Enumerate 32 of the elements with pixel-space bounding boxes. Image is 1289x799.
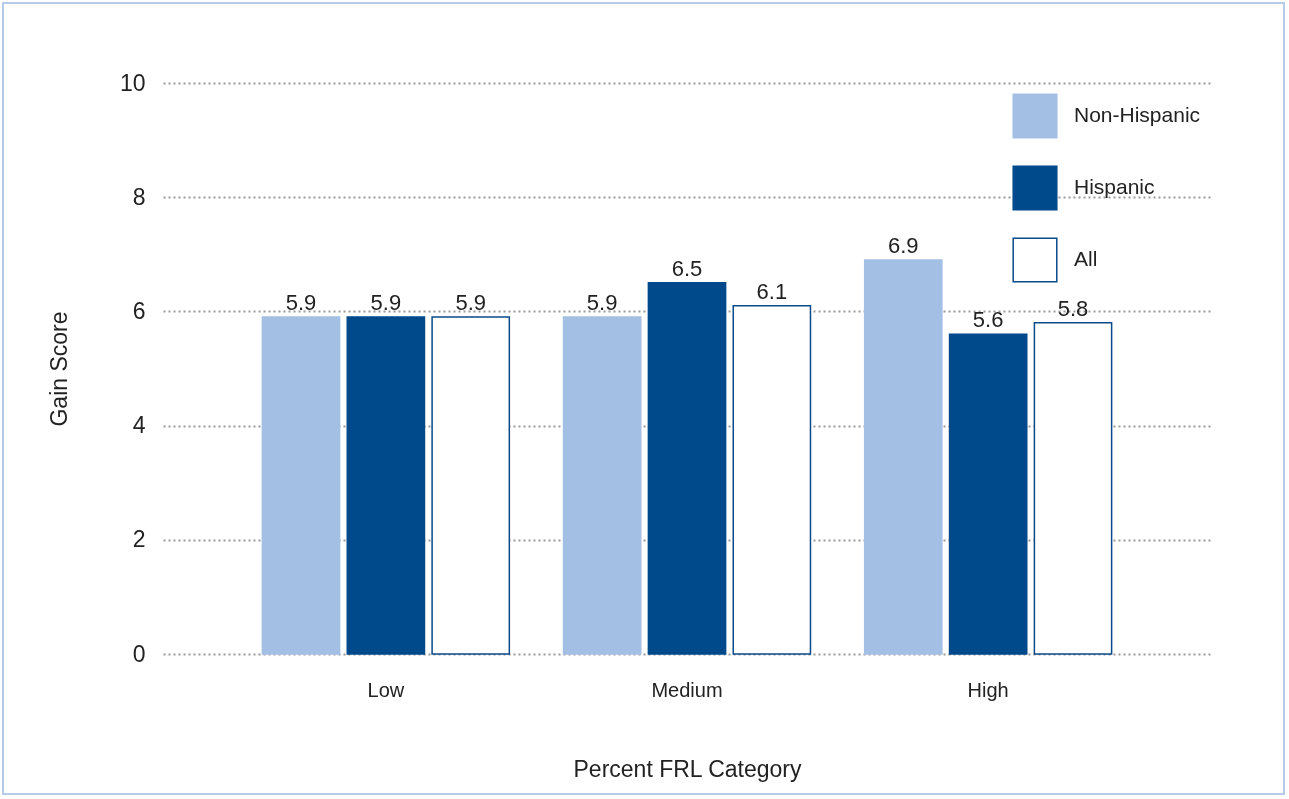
x-tick-label: High bbox=[967, 678, 1009, 701]
bar bbox=[647, 282, 727, 655]
data-label: 6.5 bbox=[671, 255, 703, 281]
data-label: 5.9 bbox=[455, 290, 487, 316]
x-tick-label: Medium bbox=[651, 678, 723, 701]
bar bbox=[562, 316, 642, 655]
y-tick-label: 0 bbox=[132, 640, 146, 667]
data-label: 5.9 bbox=[586, 290, 618, 316]
bar bbox=[431, 316, 511, 655]
data-label: 5.9 bbox=[285, 290, 317, 316]
x-tick-label: Low bbox=[367, 678, 405, 701]
data-label: 6.1 bbox=[756, 278, 788, 304]
y-tick-label: 8 bbox=[132, 183, 146, 210]
data-label: 5.9 bbox=[370, 290, 402, 316]
data-label: 5.8 bbox=[1057, 295, 1089, 321]
data-label: 5.6 bbox=[972, 307, 1004, 333]
y-tick-label: 10 bbox=[119, 69, 146, 96]
bar bbox=[346, 316, 426, 655]
bar bbox=[863, 259, 943, 655]
y-tick-label: 6 bbox=[132, 297, 146, 324]
y-tick-label: 4 bbox=[132, 412, 146, 439]
bar bbox=[261, 316, 341, 655]
y-tick-label: 2 bbox=[132, 526, 146, 553]
x-axis-title: Percent FRL Category bbox=[573, 755, 802, 782]
data-label: 6.9 bbox=[887, 233, 919, 259]
legend-label: Hispanic bbox=[1074, 175, 1155, 198]
legend-label: Non-Hispanic bbox=[1074, 103, 1201, 126]
y-axis-title: Gain Score bbox=[45, 311, 72, 427]
bar bbox=[732, 304, 812, 655]
legend-label: All bbox=[1074, 247, 1098, 270]
bar bbox=[1033, 322, 1113, 655]
bar bbox=[948, 333, 1028, 655]
